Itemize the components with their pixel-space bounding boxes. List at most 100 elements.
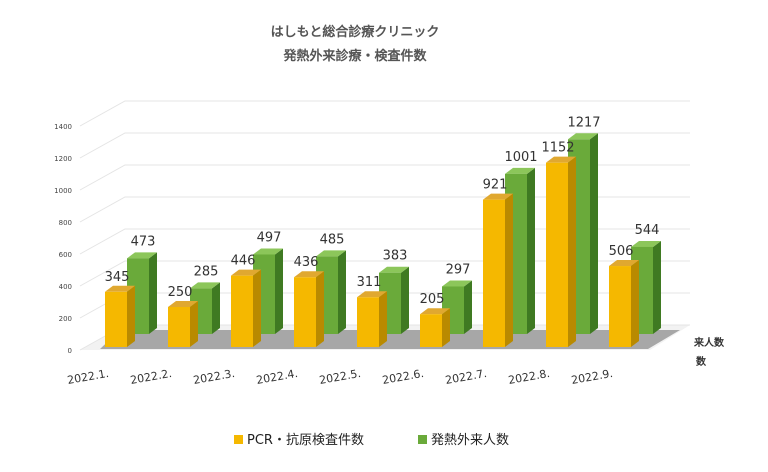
data-label-patients: 285 xyxy=(194,264,219,279)
data-label-pcr: 436 xyxy=(294,255,319,270)
bar-pcr-front xyxy=(294,277,316,347)
x-tick-label: 2022.2. xyxy=(129,367,173,387)
bar-patients-side xyxy=(464,280,472,334)
legend-label-patients: 発熱外来人数 xyxy=(431,433,509,448)
bar-pcr-top xyxy=(546,156,576,163)
y-tick-label: 1000 xyxy=(54,187,72,195)
x-tick-label: 2022.6. xyxy=(381,367,425,387)
bar-patients-top xyxy=(442,280,472,287)
bar-patients-side xyxy=(527,167,535,334)
legend-swatch-patients xyxy=(418,435,427,444)
bar-pcr-top xyxy=(231,269,261,276)
x-tick-label: 2022.8. xyxy=(507,367,551,387)
bar-pcr-top xyxy=(420,308,450,315)
bar-pcr-side xyxy=(505,193,513,347)
data-label-pcr: 250 xyxy=(168,285,193,300)
bar-patients-side xyxy=(401,266,409,334)
y-tick-label: 1200 xyxy=(54,155,72,163)
data-label-pcr: 345 xyxy=(105,270,130,285)
bar-pcr-side xyxy=(442,308,450,347)
data-label-patients: 1217 xyxy=(567,115,600,130)
bar-pcr-front xyxy=(483,199,505,347)
data-label-pcr: 1152 xyxy=(541,141,574,156)
bar-patients-side xyxy=(275,248,283,334)
x-tick-label: 2022.1. xyxy=(66,367,110,387)
side-label-2: 数 xyxy=(696,355,707,368)
y-tick-label: 600 xyxy=(59,251,72,259)
gridline xyxy=(79,132,690,159)
bar-pcr-side xyxy=(190,301,198,347)
bar-pcr-top xyxy=(105,285,135,292)
bar-patients-top xyxy=(253,248,283,255)
gridline xyxy=(79,100,690,127)
bar-patients-top xyxy=(568,133,598,140)
data-label-pcr: 506 xyxy=(609,244,634,259)
bar-pcr-front xyxy=(105,291,127,347)
bar-pcr-side xyxy=(316,271,324,347)
bar-pcr-top xyxy=(357,291,387,298)
x-tick-label: 2022.7. xyxy=(444,367,488,387)
bar-pcr xyxy=(357,291,387,347)
bar-pcr-front xyxy=(609,266,631,347)
bar-pcr-side xyxy=(127,285,135,347)
bar-patients-side xyxy=(338,250,346,334)
data-label-pcr: 921 xyxy=(483,178,508,193)
bar-pcr-top xyxy=(609,260,639,267)
side-label-1: 来人数 xyxy=(693,336,725,349)
x-tick-label: 2022.5. xyxy=(318,367,362,387)
y-tick-label: 800 xyxy=(59,219,72,227)
data-label-patients: 383 xyxy=(383,249,408,264)
data-label-patients: 497 xyxy=(257,230,282,245)
bar-pcr-front xyxy=(231,275,253,347)
bar-patients-side xyxy=(590,133,598,334)
bar-pcr xyxy=(546,156,576,347)
data-label-patients: 1001 xyxy=(504,150,537,165)
bar-pcr-side xyxy=(631,260,639,347)
data-label-patients: 544 xyxy=(635,223,660,238)
bar-pcr xyxy=(420,308,450,347)
data-label-pcr: 205 xyxy=(420,292,445,307)
data-label-patients: 297 xyxy=(446,262,471,277)
y-tick-label: 1400 xyxy=(54,123,72,131)
bar-pcr xyxy=(105,285,135,347)
bar-pcr-top xyxy=(483,193,513,200)
bar-pcr-front xyxy=(546,162,568,347)
legend-label-pcr: PCR・抗原検査件数 xyxy=(247,433,364,448)
bar-pcr xyxy=(609,260,639,347)
bar-pcr xyxy=(483,193,513,347)
gridline xyxy=(79,164,690,191)
data-label-patients: 485 xyxy=(320,232,345,247)
bar-patients-side xyxy=(212,282,220,334)
bar-pcr-side xyxy=(253,269,261,347)
data-label-patients: 473 xyxy=(131,234,156,249)
bar-pcr xyxy=(168,301,198,347)
bar-pcr-front xyxy=(357,297,379,347)
bar-patients-top xyxy=(127,252,157,259)
bar-patients-top xyxy=(379,266,409,273)
bar-pcr-side xyxy=(379,291,387,347)
bar-patients-top xyxy=(631,240,661,247)
bar-pcr-front xyxy=(168,307,190,347)
y-tick-label: 200 xyxy=(59,315,72,323)
chart-title: はしもと総合診療クリニック xyxy=(271,24,440,40)
bar-pcr-front xyxy=(420,314,442,347)
gridline xyxy=(79,196,690,223)
bar-pcr-top xyxy=(294,271,324,278)
bar-pcr-top xyxy=(168,301,198,307)
bar-pcr xyxy=(294,271,324,347)
data-label-pcr: 446 xyxy=(231,254,256,269)
x-tick-label: 2022.4. xyxy=(255,367,299,387)
x-tick-label: 2022.9. xyxy=(570,367,614,387)
data-label-pcr: 311 xyxy=(357,275,382,290)
bar-pcr-side xyxy=(568,156,576,347)
bar-patients-side xyxy=(653,240,661,334)
bar-patients-top xyxy=(316,250,346,257)
bar-patients-top xyxy=(505,167,535,174)
bar-patients-side xyxy=(149,252,157,334)
bar-pcr xyxy=(231,269,261,347)
y-tick-label: 400 xyxy=(59,283,72,291)
y-tick-label: 0 xyxy=(68,347,72,355)
legend: PCR・抗原検査件数 発熱外来人数 xyxy=(234,433,509,448)
